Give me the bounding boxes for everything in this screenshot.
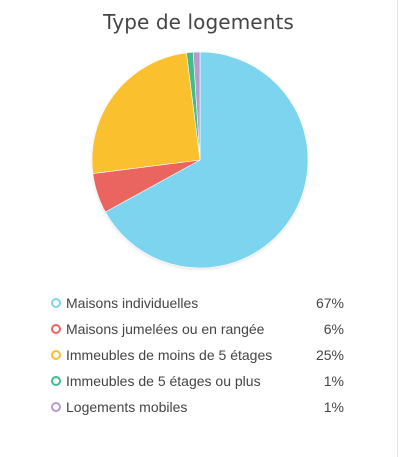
legend-item[interactable]: Maisons jumelées ou en rangée 6% (51, 316, 346, 342)
legend-value: 6% (323, 321, 344, 337)
pie-slice-3[interactable] (91, 52, 201, 174)
chart-title: Type de logements (103, 10, 294, 34)
legend-item[interactable]: Maisons individuelles 67% (51, 290, 346, 316)
chart-legend: Maisons individuelles 67% Maisons jumelées… (51, 290, 346, 420)
legend-item[interactable]: Immeubles de 5 étages ou plus 1% (51, 368, 346, 394)
legend-value: 1% (323, 373, 344, 389)
legend-label: Immeubles de 5 étages ou plus (66, 373, 261, 389)
panel-divider (397, 0, 398, 457)
legend-marker-icon (51, 324, 61, 334)
legend-item[interactable]: Logements mobiles 1% (51, 394, 346, 420)
legend-value: 25% (315, 347, 344, 363)
legend-label: Immeubles de moins de 5 étages (66, 347, 273, 363)
pie-chart (91, 51, 309, 269)
legend-marker-icon (51, 402, 61, 412)
legend-marker-icon (51, 298, 61, 308)
legend-label: Maisons jumelées ou en rangée (66, 321, 265, 337)
legend-value: 1% (323, 399, 344, 415)
pie-slice-1[interactable] (104, 51, 309, 269)
pie-slice-5[interactable] (192, 51, 201, 161)
legend-marker-icon (51, 376, 61, 386)
legend-value: 67% (315, 295, 344, 311)
legend-marker-icon (51, 350, 61, 360)
legend-item[interactable]: Immeubles de moins de 5 étages 25% (51, 342, 346, 368)
legend-label: Logements mobiles (66, 399, 188, 415)
legend-label: Maisons individuelles (66, 295, 199, 311)
